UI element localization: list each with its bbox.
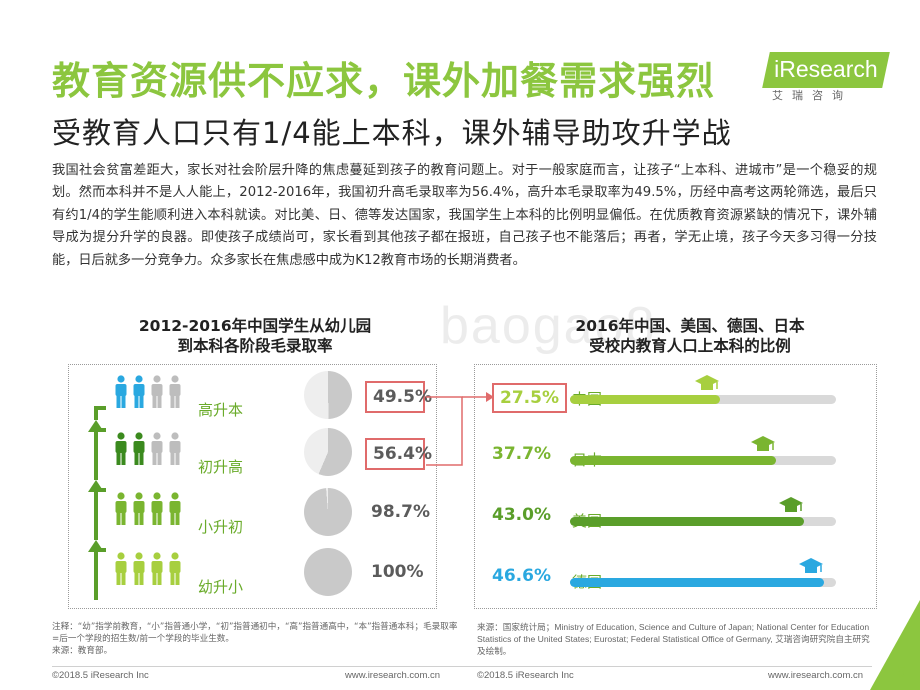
person-icon bbox=[150, 552, 164, 590]
bar-fill bbox=[570, 578, 825, 587]
watermark: baogao8 bbox=[440, 297, 657, 355]
person-icon bbox=[150, 432, 164, 470]
country-rate-label: 37.7% bbox=[492, 444, 551, 464]
person-icon bbox=[168, 552, 182, 590]
stage-label: 小升初 bbox=[198, 518, 244, 536]
left-note: 注释：“幼”指学前教育，“小”指普通小学，“初”指普通初中，“高”指普通高中，“… bbox=[52, 621, 462, 657]
bar-track bbox=[570, 456, 836, 465]
person-icon bbox=[168, 432, 182, 470]
bar-fill bbox=[570, 517, 805, 526]
person-icon bbox=[132, 432, 146, 470]
left-source-text: 来源：教育部。 bbox=[52, 646, 113, 656]
stage-rate-label: 56.4% bbox=[365, 438, 432, 470]
stage-label: 高升本 bbox=[198, 401, 244, 419]
page-subtitle: 受教育人口只有1/4能上本科，课外辅导助攻升学战 bbox=[52, 116, 732, 150]
graduation-cap-icon bbox=[694, 373, 720, 399]
pie-slice bbox=[304, 488, 352, 536]
stage-label: 初升高 bbox=[198, 458, 244, 476]
pie-slice bbox=[304, 371, 352, 419]
footer-divider bbox=[52, 666, 872, 667]
body-paragraph: 我国社会贫富差距大，家长对社会阶层升降的焦虑蔓延到孩子的教育问题上。对于一般家庭… bbox=[52, 163, 877, 268]
bar-fill bbox=[570, 395, 720, 404]
right-source-text: 来源：国家统计局；Ministry of Education, Science … bbox=[477, 622, 870, 656]
graduation-cap-icon bbox=[778, 495, 804, 521]
people-icons bbox=[114, 432, 182, 470]
pie-slice bbox=[304, 428, 352, 476]
graduation-cap-icon bbox=[750, 434, 776, 460]
people-icons bbox=[114, 492, 182, 530]
person-icon bbox=[150, 375, 164, 413]
left-chart-title-line1: 2012-2016年中国学生从幼儿园 bbox=[138, 317, 372, 335]
person-icon bbox=[132, 375, 146, 413]
corner-decoration bbox=[870, 600, 920, 690]
right-chart-frame bbox=[474, 364, 877, 609]
connector-arrow bbox=[426, 392, 494, 466]
person-icon bbox=[168, 492, 182, 530]
left-chart-title: 2012-2016年中国学生从幼儿园 到本科各阶段毛录取率 bbox=[90, 316, 420, 356]
page-number: 5 bbox=[897, 664, 906, 681]
left-chart-title-line2: 到本科各阶段毛录取率 bbox=[177, 337, 333, 355]
iresearch-logo: iResearch 艾瑞咨询 bbox=[760, 50, 890, 105]
left-chart-frame bbox=[68, 364, 437, 609]
bar-track bbox=[570, 517, 836, 526]
footer-copyright-left: ©2018.5 iResearch Inc bbox=[52, 670, 149, 681]
pie-slice bbox=[304, 548, 352, 596]
person-icon bbox=[150, 492, 164, 530]
bar-track bbox=[570, 578, 836, 587]
person-icon bbox=[114, 492, 128, 530]
person-icon bbox=[132, 492, 146, 530]
footer-copyright-right: ©2018.5 iResearch Inc bbox=[477, 670, 574, 681]
logo-brand: iResearch bbox=[774, 56, 878, 82]
stage-rate-label: 98.7% bbox=[371, 502, 430, 522]
country-rate-label: 46.6% bbox=[492, 566, 551, 586]
graduation-cap-icon bbox=[798, 556, 824, 582]
stage-rate-label: 100% bbox=[371, 562, 424, 582]
people-icons bbox=[114, 552, 182, 590]
bar-fill bbox=[570, 456, 776, 465]
right-chart-title-line1: 2016年中国、美国、德国、日本 bbox=[575, 317, 805, 335]
person-icon bbox=[114, 375, 128, 413]
page-title: 教育资源供不应求，课外加餐需求强烈 bbox=[52, 59, 716, 103]
footer-url-right: www.iresearch.com.cn bbox=[768, 670, 864, 681]
person-icon bbox=[114, 552, 128, 590]
left-note-text: 注释：“幼”指学前教育，“小”指普通小学，“初”指普通初中，“高”指普通高中，“… bbox=[52, 622, 458, 644]
person-icon bbox=[114, 432, 128, 470]
logo-cn: 艾瑞咨询 bbox=[772, 89, 852, 102]
country-rate-label: 43.0% bbox=[492, 505, 551, 525]
stage-label: 幼升小 bbox=[198, 578, 244, 596]
person-icon bbox=[132, 552, 146, 590]
bar-track bbox=[570, 395, 836, 404]
stage-rate-label: 49.5% bbox=[365, 381, 432, 413]
right-chart-title-line2: 受校内教育人口上本科的比例 bbox=[589, 337, 791, 355]
country-rate-label: 27.5% bbox=[492, 383, 567, 413]
person-icon bbox=[168, 375, 182, 413]
stage-arrows bbox=[88, 406, 106, 600]
footer-url-left: www.iresearch.com.cn bbox=[345, 670, 441, 681]
people-icons bbox=[114, 375, 182, 413]
right-chart-title: 2016年中国、美国、德国、日本 受校内教育人口上本科的比例 bbox=[510, 316, 870, 356]
